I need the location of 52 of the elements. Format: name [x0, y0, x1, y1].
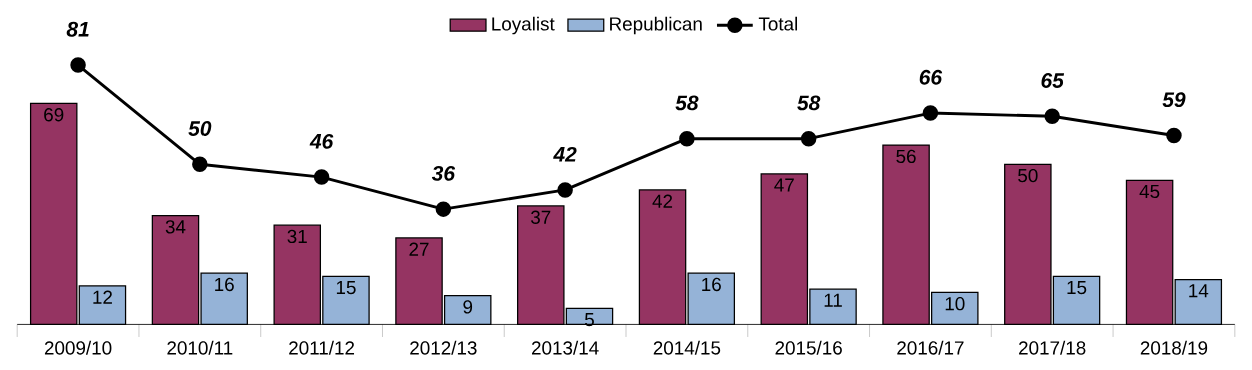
data-label: 58: [797, 95, 821, 111]
data-label: 58: [675, 95, 699, 111]
data-label: 50: [188, 121, 212, 136]
data-label: 66: [919, 69, 943, 85]
data-label: 31: [287, 229, 307, 244]
point: [192, 156, 208, 173]
data-label: 37: [531, 210, 551, 224]
data-label: 10: [945, 296, 965, 311]
data-label: 36: [431, 165, 456, 181]
data-label: 42: [553, 146, 577, 162]
point: [679, 130, 695, 147]
data-label: 9: [463, 300, 473, 314]
point: [1166, 127, 1182, 144]
data-label: 81: [66, 21, 89, 37]
data-label: 14: [1189, 284, 1209, 298]
point: [922, 105, 939, 121]
legend-label: Total: [758, 16, 797, 31]
x-tick-label: 2014/15: [653, 340, 721, 355]
x-tick-label: 2009/10: [44, 340, 112, 355]
data-label: 46: [309, 133, 334, 149]
x-tick-label: 2010/11: [167, 340, 233, 355]
data-label: 16: [702, 277, 721, 292]
point: [70, 57, 86, 73]
legend-label: Loyalist: [492, 16, 555, 35]
data-label: 11: [824, 293, 842, 307]
data-label: 15: [1067, 280, 1087, 295]
x-tick-label: 2016/17: [897, 340, 964, 355]
point: [435, 201, 452, 217]
point: [313, 169, 330, 185]
data-label: 50: [1018, 168, 1038, 183]
x-tick-label: 2015/16: [775, 340, 842, 355]
point: [557, 182, 573, 198]
data-label: 12: [93, 290, 112, 304]
data-label: 34: [165, 220, 186, 234]
point: [800, 130, 817, 147]
data-label: 15: [336, 280, 356, 295]
data-label: 69: [44, 108, 64, 122]
data-label: 42: [652, 194, 673, 208]
data-label: 16: [215, 277, 234, 292]
data-label: 56: [896, 149, 916, 164]
point: [1044, 108, 1060, 125]
x-tick-label: 2013/14: [531, 340, 599, 355]
legend-label: Republican: [610, 16, 702, 35]
x-tick-label: 2012/13: [410, 340, 477, 355]
data-label: 65: [1041, 73, 1065, 88]
data-label: 47: [774, 178, 794, 192]
x-tick-label: 2018/19: [1140, 340, 1208, 355]
x-tick-label: 2017/18: [1019, 340, 1086, 355]
data-label: 27: [409, 242, 429, 256]
data-label: 45: [1139, 184, 1160, 199]
data-label: 59: [1162, 92, 1186, 108]
x-tick-label: 2011/12: [289, 340, 355, 355]
